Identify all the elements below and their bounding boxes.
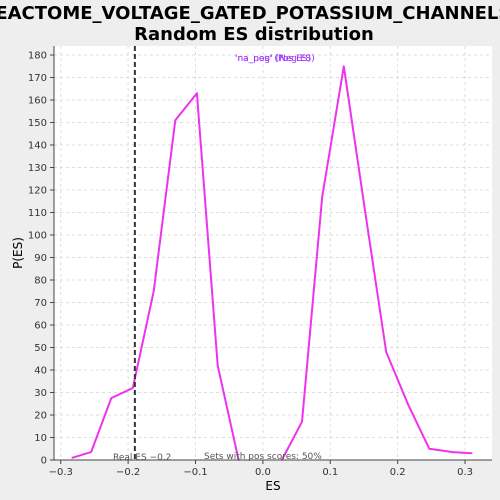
series-point xyxy=(152,290,155,293)
y-tick-label: 180 xyxy=(28,51,47,62)
x-tick-label: 0.2 xyxy=(390,467,406,478)
series-layer xyxy=(71,65,473,461)
y-tick-label: 110 xyxy=(28,208,47,219)
series-point xyxy=(452,451,454,453)
legend-pos-label: 'na_pos' (Pos ES) xyxy=(235,54,311,64)
y-tick-label: 100 xyxy=(28,231,47,242)
series-point xyxy=(364,211,367,214)
y-tick-label: 40 xyxy=(34,366,47,377)
real-es-label: Real ES −0.2 xyxy=(113,453,171,463)
y-tick-label: 30 xyxy=(34,388,47,399)
y-tick-label: 50 xyxy=(34,343,47,354)
series-point xyxy=(90,451,92,453)
series-point xyxy=(470,452,473,455)
y-tick-label: 80 xyxy=(34,276,47,287)
y-axis-label: P(ES) xyxy=(11,237,25,269)
y-tick-label: 90 xyxy=(34,253,47,264)
x-tick-label: 0.1 xyxy=(322,467,338,478)
y-ticks: 0 10 20 30 40 50 60 70 80 90 100 110 120 130 140 150 160… xyxy=(28,51,54,467)
series-point xyxy=(216,364,219,367)
chart-title: REACTOME_VOLTAGE_GATED_POTASSIUM_CHANNEL… xyxy=(0,3,500,24)
series-point xyxy=(174,119,177,122)
y-tick-label: 120 xyxy=(28,186,47,197)
series-point xyxy=(301,420,303,423)
series-point xyxy=(342,65,345,68)
x-tick-label: 0.3 xyxy=(457,467,473,478)
series-point xyxy=(321,195,323,198)
chart-subtitle: Random ES distribution xyxy=(134,24,374,45)
series-point xyxy=(71,456,73,459)
y-tick-label: 170 xyxy=(28,73,47,84)
series-line xyxy=(280,65,472,461)
x-ticks: −0.3 −0.2 −0.1 0.0 0.1 0.2 0.3 xyxy=(49,460,473,478)
series-point xyxy=(385,351,388,353)
x-tick-label: −0.1 xyxy=(183,467,207,478)
y-tick-label: 10 xyxy=(34,433,47,444)
plot-area xyxy=(54,46,492,460)
series-point xyxy=(428,447,431,450)
x-tick-label: −0.2 xyxy=(116,467,140,478)
legend-neg-label: 'na_neg' (Neg ES) xyxy=(235,54,315,64)
y-tick-label: 70 xyxy=(34,298,47,309)
y-tick-label: 160 xyxy=(28,96,47,107)
series-point xyxy=(110,397,113,399)
x-tick-label: −0.3 xyxy=(49,467,73,478)
y-tick-label: 140 xyxy=(28,141,47,152)
y-tick-label: 20 xyxy=(34,411,47,422)
y-tick-label: 150 xyxy=(28,118,47,129)
series-point xyxy=(406,402,409,405)
x-tick-label: 0.0 xyxy=(255,467,271,478)
series-point xyxy=(132,387,134,389)
pos-score-annotation: Sets with pos scores: 50% xyxy=(204,452,322,462)
y-tick-label: 130 xyxy=(28,163,47,174)
x-axis-label: ES xyxy=(265,479,280,493)
y-tick-label: 60 xyxy=(34,321,47,332)
series-point xyxy=(196,92,198,95)
y-tick-label: 0 xyxy=(41,456,47,467)
